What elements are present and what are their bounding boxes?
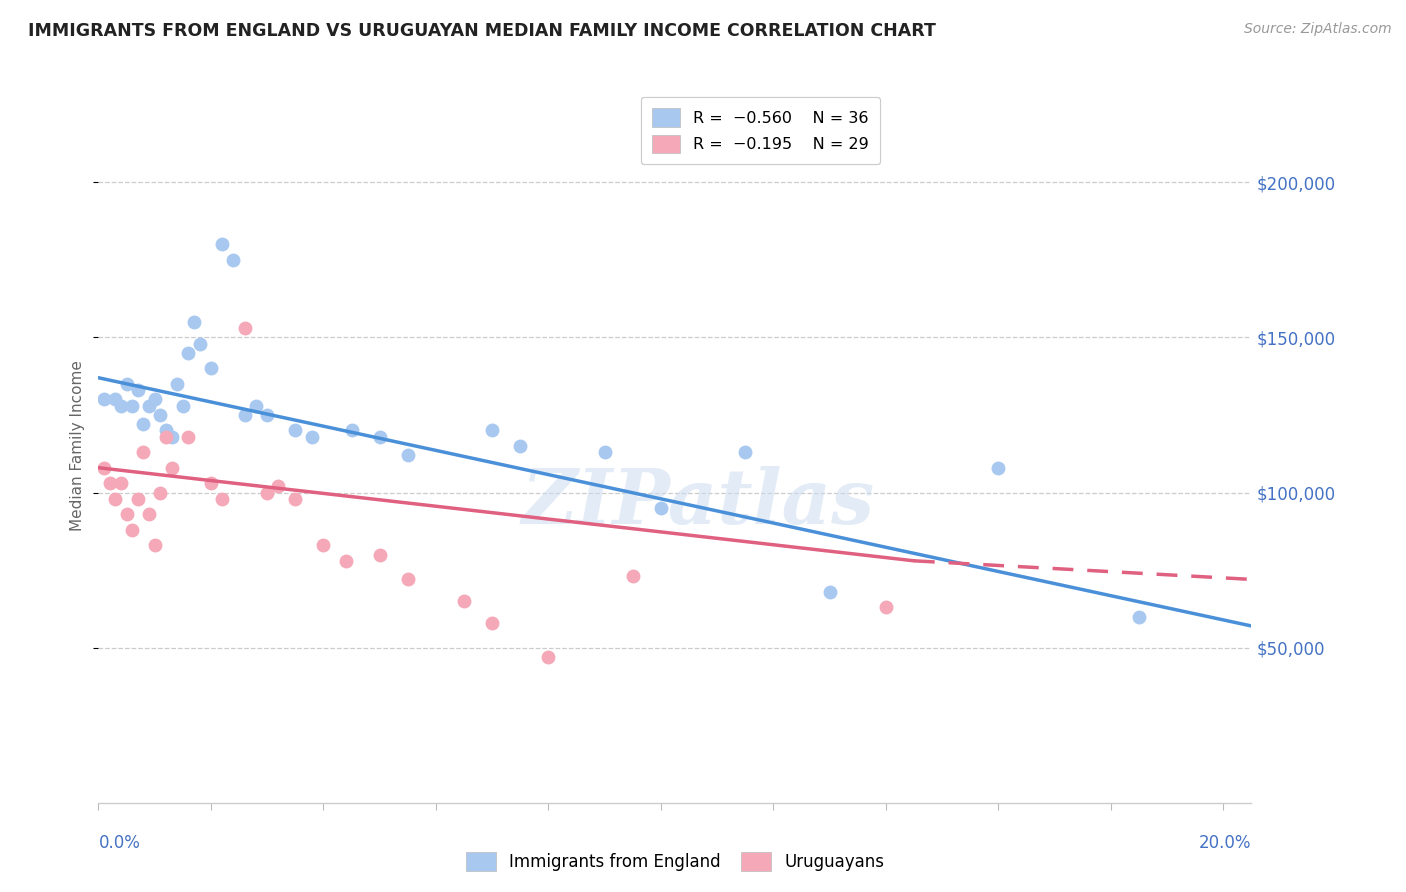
Point [138,508,160,522]
Point [121,523,143,537]
Point [650,501,672,516]
Point [127,491,149,506]
Point [98,476,121,491]
Legend: R =  −0.560    N = 36, R =  −0.195    N = 29: R = −0.560 N = 36, R = −0.195 N = 29 [641,97,880,164]
Point [121,399,143,413]
Point [987,460,1010,475]
Point [177,346,200,360]
Point [110,399,132,413]
Point [93,392,115,407]
Point [368,430,391,444]
Point [734,445,756,459]
Point [233,321,256,335]
Point [1128,609,1150,624]
Point [340,424,363,438]
Point [115,508,138,522]
Point [301,430,323,444]
Point [481,615,503,630]
Point [200,476,222,491]
Text: 0.0%: 0.0% [98,834,141,852]
Point [188,336,211,351]
Point [127,383,149,397]
Point [166,376,188,391]
Point [143,392,166,407]
Point [132,417,155,432]
Point [115,376,138,391]
Text: IMMIGRANTS FROM ENGLAND VS URUGUAYAN MEDIAN FAMILY INCOME CORRELATION CHART: IMMIGRANTS FROM ENGLAND VS URUGUAYAN MED… [28,22,936,40]
Point [312,538,335,552]
Point [155,424,177,438]
Point [256,408,278,422]
Point [138,399,160,413]
Point [104,491,127,506]
Point [211,491,233,506]
Point [818,584,841,599]
Point [284,491,307,506]
Point [183,315,205,329]
Point [160,430,183,444]
Point [104,392,127,407]
Text: 20.0%: 20.0% [1199,834,1251,852]
Point [396,573,419,587]
Point [110,476,132,491]
Text: ZIPatlas: ZIPatlas [522,467,875,540]
Point [396,448,419,462]
Point [256,485,278,500]
Point [222,252,245,267]
Point [593,445,616,459]
Point [245,399,267,413]
Point [211,237,233,252]
Point [267,479,290,493]
Point [149,485,172,500]
Point [537,650,560,665]
Point [143,538,166,552]
Point [284,424,307,438]
Point [155,430,177,444]
Point [200,361,222,376]
Text: Source: ZipAtlas.com: Source: ZipAtlas.com [1244,22,1392,37]
Point [233,408,256,422]
Point [368,548,391,562]
Legend: Immigrants from England, Uruguayans: Immigrants from England, Uruguayans [457,843,893,880]
Point [93,460,115,475]
Point [149,408,172,422]
Point [177,430,200,444]
Point [481,424,503,438]
Y-axis label: Median Family Income: Median Family Income [70,360,86,532]
Point [172,399,194,413]
Point [509,439,531,453]
Point [335,554,357,568]
Point [453,594,475,608]
Point [875,600,897,615]
Point [160,460,183,475]
Point [621,569,644,583]
Point [132,445,155,459]
